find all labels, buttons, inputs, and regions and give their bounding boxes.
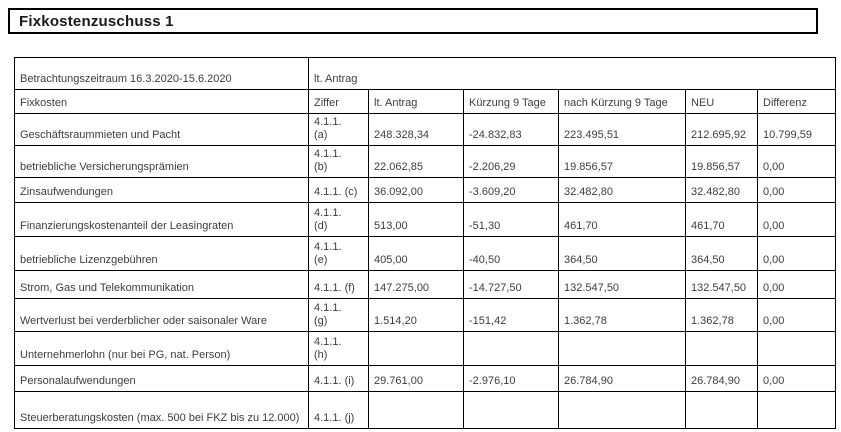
lt-antrag-value: 29.761,00	[368, 365, 464, 392]
neu-value: 32.482,80	[685, 177, 758, 203]
lt-antrag-value: 147.275,00	[368, 270, 464, 299]
differenz-value: 0,00	[757, 298, 836, 332]
neu-value: 19.856,57	[685, 145, 758, 178]
kuerzung-9-tage-value: -24.832,83	[463, 113, 559, 146]
neu-value: 26.784,90	[685, 365, 758, 392]
fixkosten-label: betriebliche Versicherungsprämien	[14, 145, 309, 178]
lt-antrag-value: 513,00	[368, 202, 464, 237]
ziffer-value: 4.1.1. (j)	[308, 391, 369, 429]
ziffer-value: 4.1.1. (f)	[308, 270, 369, 299]
fixkosten-label: betriebliche Lizenzgebühren	[14, 236, 309, 271]
fixkosten-label: Personalaufwendungen	[14, 365, 309, 392]
lt-antrag-value: 248.328,34	[368, 113, 464, 146]
ziffer-value: 4.1.1. (i)	[308, 365, 369, 392]
column-header-nach-kuerzung-9-tage: nach Kürzung 9 Tage	[558, 89, 686, 114]
kuerzung-9-tage-value: -2.206,29	[463, 145, 559, 178]
differenz-value: 0,00	[757, 236, 836, 271]
fixkosten-label: Unternehmerlohn (nur bei PG, nat. Person…	[14, 331, 309, 366]
differenz-value: 0,00	[757, 202, 836, 237]
fixkosten-label: Zinsaufwendungen	[14, 177, 309, 203]
neu-value: 132.547,50	[685, 270, 758, 299]
kuerzung-9-tage-value: -14.727,50	[463, 270, 559, 299]
ziffer-value: 4.1.1. (d)	[308, 202, 369, 237]
nach-kuerzung-9-tage-value: 32.482,80	[558, 177, 686, 203]
kuerzung-9-tage-value	[463, 331, 559, 366]
differenz-value: 0,00	[757, 177, 836, 203]
differenz-value: 0,00	[757, 365, 836, 392]
group-header-lt-antrag: lt. Antrag	[308, 57, 836, 90]
column-header-neu: NEU	[685, 89, 758, 114]
neu-value	[685, 331, 758, 366]
nach-kuerzung-9-tage-value: 364,50	[558, 236, 686, 271]
table-row: Geschäftsraummieten und Pacht 4.1.1. (a)…	[14, 113, 836, 146]
table-row: Strom, Gas und Telekommunikation 4.1.1. …	[14, 270, 836, 299]
neu-value: 364,50	[685, 236, 758, 271]
table-row: Unternehmerlohn (nur bei PG, nat. Person…	[14, 331, 836, 366]
table-row: Wertverlust bei verderblicher oder saiso…	[14, 298, 836, 332]
lt-antrag-value: 36.092,00	[368, 177, 464, 203]
column-header-kuerzung-9-tage: Kürzung 9 Tage	[463, 89, 559, 114]
fixkosten-label: Steuerberatungskosten (max. 500 bei FKZ …	[14, 391, 309, 429]
column-header-lt-antrag: lt. Antrag	[368, 89, 464, 114]
fixkosten-label: Strom, Gas und Telekommunikation	[14, 270, 309, 299]
nach-kuerzung-9-tage-value: 19.856,57	[558, 145, 686, 178]
neu-value: 212.695,92	[685, 113, 758, 146]
fixkosten-label: Geschäftsraummieten und Pacht	[14, 113, 309, 146]
differenz-value: 10.799,59	[757, 113, 836, 146]
lt-antrag-value	[368, 391, 464, 429]
page-title: Fixkostenzuschuss 1	[19, 12, 174, 30]
differenz-value	[757, 331, 836, 366]
kuerzung-9-tage-value: -40,50	[463, 236, 559, 271]
nach-kuerzung-9-tage-value: 1.362,78	[558, 298, 686, 332]
lt-antrag-value: 405,00	[368, 236, 464, 271]
kuerzung-9-tage-value: -151,42	[463, 298, 559, 332]
ziffer-value: 4.1.1. (a)	[308, 113, 369, 146]
kuerzung-9-tage-value: -2.976,10	[463, 365, 559, 392]
ziffer-value: 4.1.1. (h)	[308, 331, 369, 366]
ziffer-value: 4.1.1. (g)	[308, 298, 369, 332]
table-body: Betrachtungszeitraum 16.3.2020-15.6.2020…	[14, 57, 836, 429]
neu-value: 1.362,78	[685, 298, 758, 332]
table-row: betriebliche Lizenzgebühren 4.1.1. (e) 4…	[14, 236, 836, 271]
nach-kuerzung-9-tage-value	[558, 331, 686, 366]
nach-kuerzung-9-tage-value: 223.495,51	[558, 113, 686, 146]
lt-antrag-value	[368, 331, 464, 366]
kuerzung-9-tage-value	[463, 391, 559, 429]
table-row: Finanzierungskostenanteil der Leasingrat…	[14, 202, 836, 237]
neu-value: 461,70	[685, 202, 758, 237]
header-row: Fixkosten Ziffer lt. Antrag Kürzung 9 Ta…	[14, 89, 836, 114]
period-row: Betrachtungszeitraum 16.3.2020-15.6.2020…	[14, 57, 836, 90]
kuerzung-9-tage-value: -3.609,20	[463, 177, 559, 203]
ziffer-value: 4.1.1. (b)	[308, 145, 369, 178]
lt-antrag-value: 1.514,20	[368, 298, 464, 332]
differenz-value: 0,00	[757, 145, 836, 178]
neu-value	[685, 391, 758, 429]
ziffer-value: 4.1.1. (c)	[308, 177, 369, 203]
table-row: Personalaufwendungen 4.1.1. (i) 29.761,0…	[14, 365, 836, 392]
kuerzung-9-tage-value: -51,30	[463, 202, 559, 237]
table-row: Zinsaufwendungen 4.1.1. (c) 36.092,00 -3…	[14, 177, 836, 203]
lt-antrag-value: 22.062,85	[368, 145, 464, 178]
column-header-differenz: Differenz	[757, 89, 836, 114]
nach-kuerzung-9-tage-value: 26.784,90	[558, 365, 686, 392]
fixkosten-table: Betrachtungszeitraum 16.3.2020-15.6.2020…	[14, 57, 836, 429]
table-row: Steuerberatungskosten (max. 500 bei FKZ …	[14, 391, 836, 429]
period-label: Betrachtungszeitraum 16.3.2020-15.6.2020	[14, 57, 309, 90]
title-box: Fixkostenzuschuss 1	[8, 8, 818, 34]
nach-kuerzung-9-tage-value: 461,70	[558, 202, 686, 237]
fixkosten-label: Wertverlust bei verderblicher oder saiso…	[14, 298, 309, 332]
column-header-ziffer: Ziffer	[308, 89, 369, 114]
table-row: betriebliche Versicherungsprämien 4.1.1.…	[14, 145, 836, 178]
nach-kuerzung-9-tage-value: 132.547,50	[558, 270, 686, 299]
fixkosten-label: Finanzierungskostenanteil der Leasingrat…	[14, 202, 309, 237]
nach-kuerzung-9-tage-value	[558, 391, 686, 429]
differenz-value: 0,00	[757, 270, 836, 299]
column-header-fixkosten: Fixkosten	[14, 89, 309, 114]
differenz-value	[757, 391, 836, 429]
ziffer-value: 4.1.1. (e)	[308, 236, 369, 271]
